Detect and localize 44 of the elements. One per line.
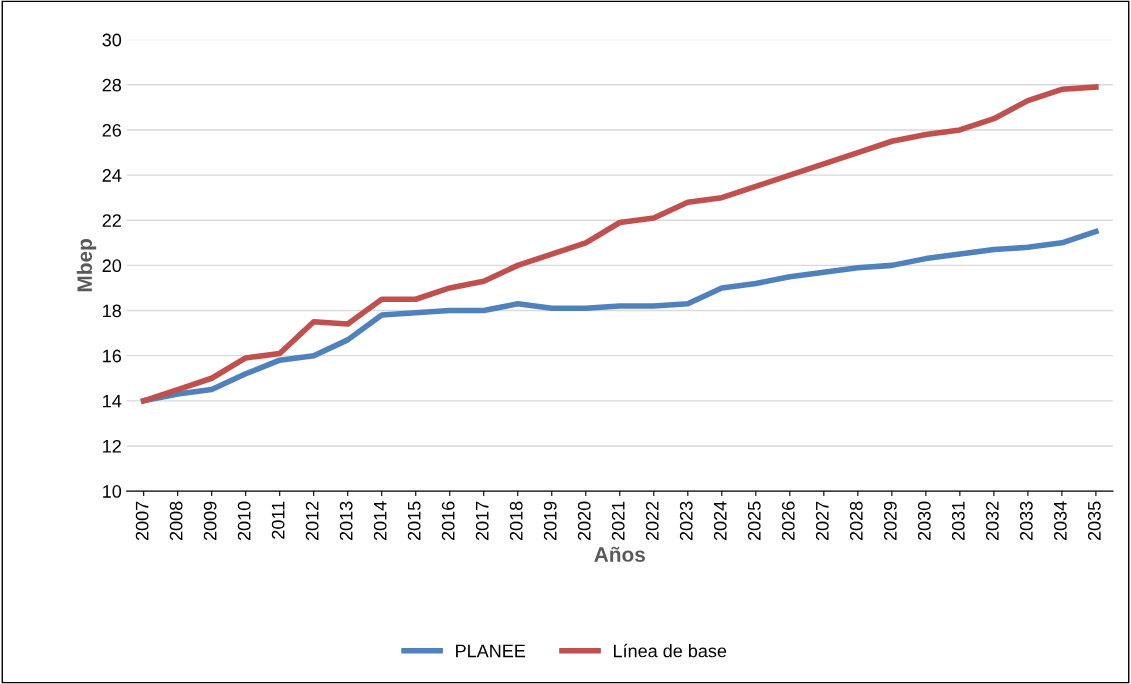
x-tick-label: 2023 (679, 501, 693, 541)
x-tick-label: 2016 (441, 501, 455, 541)
x-tick-label: 2032 (985, 501, 999, 541)
x-tick-label: 2025 (747, 501, 761, 541)
x-tick-label: 2015 (407, 501, 421, 541)
x-tick-label: 2020 (577, 501, 591, 541)
x-tick-label: 2024 (713, 501, 727, 541)
x-tick-label: 2014 (373, 501, 387, 541)
x-tick-label: 2018 (509, 501, 523, 541)
y-tick-label: 10 (103, 485, 122, 498)
x-tick-label: 2030 (917, 501, 931, 541)
y-tick-label: 22 (102, 214, 121, 227)
x-tick-label: 2013 (339, 501, 353, 541)
x-tick-label: 2008 (169, 501, 183, 541)
x-tick-label: 2034 (1053, 501, 1067, 541)
x-tick-label: 2021 (611, 501, 625, 541)
y-tick-label: 20 (102, 259, 122, 273)
x-tick-label: 2029 (883, 501, 897, 541)
x-tick-label: 2009 (203, 501, 217, 541)
y-tick-label: 16 (103, 349, 122, 363)
y-axis-title: Mbep (76, 239, 97, 292)
x-tick-label: 2027 (815, 501, 829, 541)
legend-label: PLANEE (456, 644, 526, 658)
y-tick-label: 26 (102, 123, 122, 137)
y-tick-label: 24 (102, 169, 122, 182)
x-tick-label: 2017 (475, 501, 489, 541)
x-tick-label: 2022 (645, 501, 659, 541)
x-tick-label: 2011 (271, 501, 285, 539)
y-tick-label: 14 (103, 394, 122, 408)
y-tick-label: 18 (103, 304, 122, 318)
x-tick-label: 2010 (237, 501, 251, 541)
y-tick-label: 28 (102, 78, 122, 92)
y-tick-label: 30 (102, 33, 122, 47)
legend-label: Línea de base (614, 643, 727, 658)
x-tick-label: 2007 (135, 501, 149, 541)
x-tick-label: 2028 (849, 501, 863, 541)
x-tick-label: 2035 (1087, 501, 1101, 541)
x-tick-label: 2033 (1019, 501, 1033, 541)
x-tick-label: 2031 (951, 501, 965, 541)
x-axis-title: Años (594, 546, 645, 562)
x-tick-label: 2019 (543, 501, 557, 541)
x-tick-label: 2012 (305, 501, 319, 541)
y-tick-label: 12 (103, 439, 121, 453)
x-tick-label: 2026 (781, 501, 795, 541)
